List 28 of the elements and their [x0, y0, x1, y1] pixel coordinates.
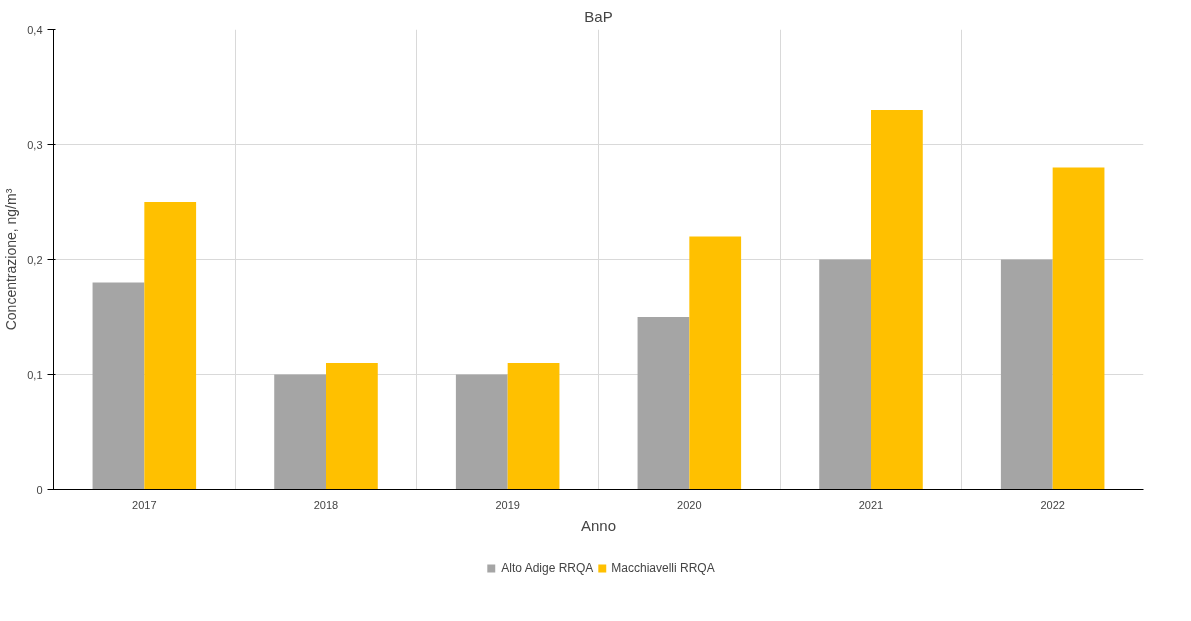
y-tick-label: 0,3 — [27, 138, 43, 151]
x-tick-label: 2017 — [132, 498, 157, 511]
bar — [326, 363, 378, 490]
bar — [507, 363, 560, 490]
bar — [819, 259, 871, 490]
y-tick-label: 0 — [36, 483, 43, 496]
x-tick-label: 2020 — [677, 498, 702, 511]
x-tick-label: 2022 — [1040, 498, 1065, 511]
x-tick-label: 2021 — [858, 498, 884, 511]
x-axis-title: Anno — [580, 516, 617, 534]
legend-label: Alto Adige RRQA — [501, 561, 594, 575]
bar — [92, 282, 145, 490]
x-tick-label: 2019 — [495, 498, 520, 511]
bar — [871, 110, 923, 490]
bar — [637, 317, 690, 490]
y-tick-label: 0,4 — [27, 23, 43, 36]
y-axis-title: Concentrazione, ng/m³ — [3, 188, 20, 331]
x-tick-label: 2018 — [313, 498, 339, 511]
chart-title: BaP — [584, 7, 613, 25]
bar — [274, 374, 326, 490]
legend-label: Macchiavelli RRQA — [611, 561, 715, 575]
bar — [455, 374, 508, 490]
y-tick-label: 0,2 — [27, 253, 43, 266]
bar — [1052, 167, 1105, 490]
bar — [1000, 259, 1053, 490]
bar — [144, 202, 197, 490]
bar — [689, 236, 742, 490]
y-tick-label: 0,1 — [27, 368, 43, 381]
